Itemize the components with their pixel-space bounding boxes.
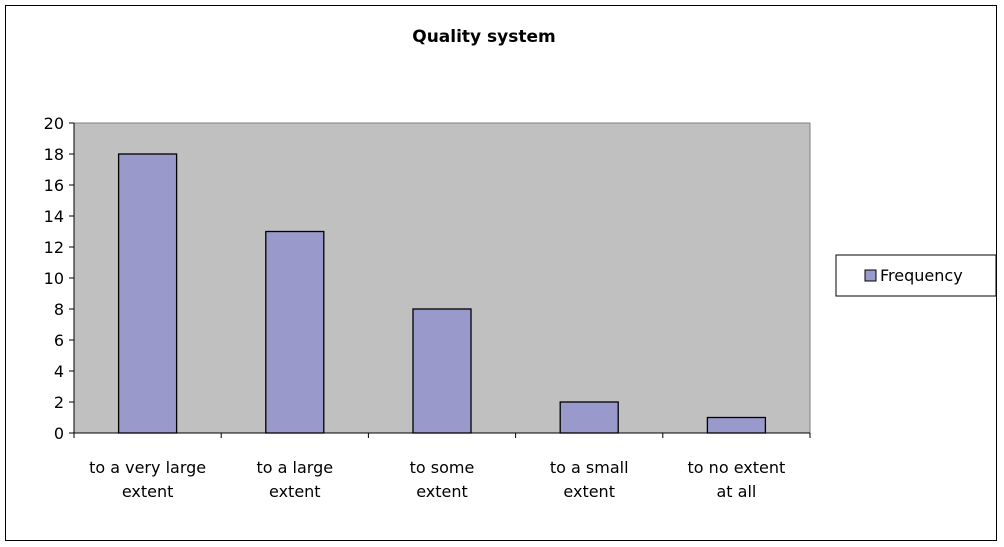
bar [706, 416, 767, 434]
y-tick-label: 8 [54, 300, 64, 319]
y-tick-label: 2 [54, 393, 64, 412]
x-category-label-line: to no extent [688, 458, 786, 477]
x-category-label-line: extent [563, 482, 615, 501]
x-category-label: to no extent at all [688, 458, 786, 501]
x-category-label: to a large extent [257, 458, 334, 501]
y-axis: 0 2 4 6 8 10 12 14 16 18 20 [44, 114, 75, 443]
x-category-label-line: extent [269, 482, 321, 501]
legend: Frequency [835, 254, 997, 297]
bar [559, 401, 619, 434]
y-tick-label: 18 [44, 145, 64, 164]
x-category-label: to some extent [410, 458, 475, 501]
y-tick-label: 16 [44, 176, 64, 195]
chart-title: Quality system [412, 27, 556, 47]
x-category-label-line: to a small [550, 458, 629, 477]
y-tick-label: 12 [44, 238, 64, 257]
x-category-label: to a small extent [550, 458, 629, 501]
bar [265, 230, 325, 434]
x-category-label-line: at all [716, 482, 756, 501]
y-tick-label: 0 [54, 424, 64, 443]
x-category-label-line: extent [416, 482, 468, 501]
x-category-label-line: to a very large [89, 458, 206, 477]
bar [412, 308, 472, 434]
x-category-label: to a very large extent [89, 458, 206, 501]
bar [117, 153, 178, 434]
y-tick-label: 10 [44, 269, 64, 288]
x-category-label-line: extent [122, 482, 174, 501]
y-tick-label: 20 [44, 114, 64, 133]
y-tick-label: 6 [54, 331, 64, 350]
x-category-label-line: to a large [257, 458, 334, 477]
legend-swatch [864, 269, 877, 282]
y-tick-label: 14 [44, 207, 64, 226]
legend-box [835, 254, 997, 297]
bars [117, 153, 767, 434]
y-tick-label: 4 [54, 362, 64, 381]
x-category-label-line: to some [410, 458, 475, 477]
legend-label: Frequency [880, 266, 963, 285]
